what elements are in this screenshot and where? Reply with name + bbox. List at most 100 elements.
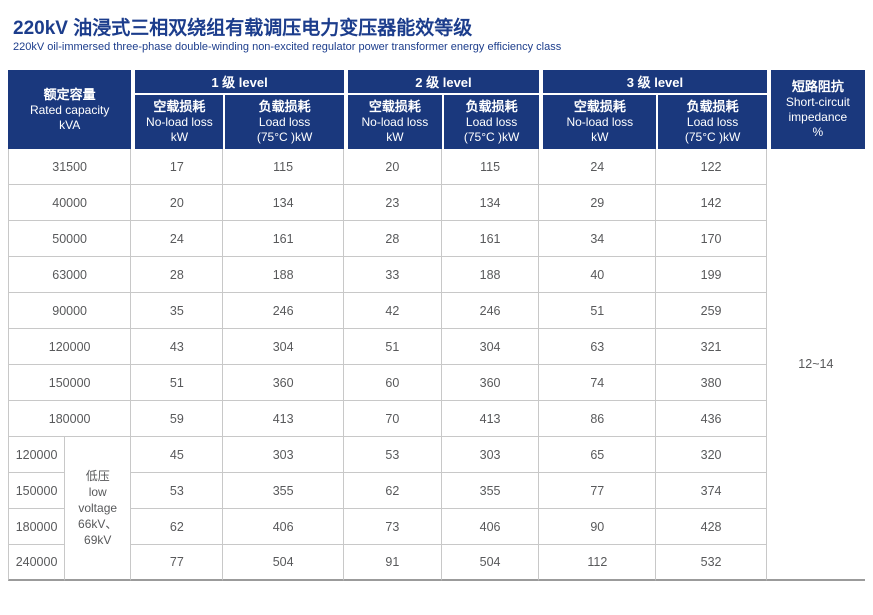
loss-value-cell: 504 bbox=[441, 545, 540, 581]
load-loss-unit: (75°C )kW bbox=[256, 130, 313, 144]
capacity-header: 额定容量 Rated capacity kVA bbox=[8, 70, 132, 149]
capacity-cell: 50000 bbox=[8, 221, 132, 257]
loss-value-cell: 51 bbox=[131, 365, 224, 401]
capacity-header-en: Rated capacity bbox=[29, 102, 110, 117]
efficiency-table: 额定容量 Rated capacity kVA 1 级 level 2 级 le… bbox=[8, 70, 865, 581]
load-loss-zh: 负载损耗 bbox=[686, 99, 739, 114]
table-row: 90000 35 246 42 246 51 259 bbox=[8, 293, 865, 329]
load-loss-en: Load loss bbox=[258, 115, 311, 129]
level-3-no-load-loss-header: 空载损耗 No-load loss kW bbox=[539, 95, 657, 149]
loss-value-cell: 413 bbox=[223, 401, 344, 437]
load-loss-en: Load loss bbox=[465, 115, 518, 129]
capacity-cell: 120000 bbox=[8, 329, 132, 365]
page-subtitle: 220kV oil-immersed three-phase double-wi… bbox=[13, 41, 562, 53]
level-2-group-header: 2 级 level bbox=[343, 70, 540, 95]
loss-value-cell: 115 bbox=[223, 149, 344, 185]
loss-value-cell: 246 bbox=[441, 293, 540, 329]
no-load-loss-en: No-load loss bbox=[361, 115, 429, 129]
level-1-load-loss-header: 负载损耗 Load loss (75°C )kW bbox=[223, 95, 344, 149]
loss-value-cell: 65 bbox=[539, 437, 657, 473]
loss-value-cell: 51 bbox=[539, 293, 657, 329]
no-load-loss-zh: 空载损耗 bbox=[368, 99, 421, 114]
loss-value-cell: 62 bbox=[131, 509, 224, 545]
table-row: 180000 62 406 73 406 90 428 bbox=[8, 509, 865, 545]
capacity-cell: 90000 bbox=[8, 293, 132, 329]
table-row: 120000 低压 low voltage 66kV、 69kV 45 303 53 303 65 3… bbox=[8, 437, 865, 581]
capacity-header-zh: 额定容量 bbox=[43, 86, 96, 102]
loss-value-cell: 17 bbox=[131, 149, 224, 185]
level-1-group-header: 1 级 level bbox=[131, 70, 344, 95]
loss-value-cell: 161 bbox=[441, 221, 540, 257]
no-load-loss-en: No-load loss bbox=[566, 115, 634, 129]
table-row: 31500 17 115 20 115 24 122 12~14 bbox=[8, 149, 865, 581]
capacity-cell: 150000 bbox=[8, 365, 132, 401]
loss-value-cell: 115 bbox=[441, 149, 540, 185]
low-voltage-label-line: 66kV、 bbox=[78, 517, 118, 531]
loss-value-cell: 122 bbox=[656, 149, 767, 185]
loss-value-cell: 504 bbox=[223, 545, 344, 581]
table-row: 150000 53 355 62 355 77 374 bbox=[8, 473, 865, 509]
loss-value-cell: 51 bbox=[343, 329, 442, 365]
loss-value-cell: 188 bbox=[223, 257, 344, 293]
loss-value-cell: 199 bbox=[656, 257, 767, 293]
no-load-loss-zh: 空载损耗 bbox=[573, 99, 626, 114]
loss-value-cell: 304 bbox=[441, 329, 540, 365]
low-voltage-label-line: voltage bbox=[78, 501, 118, 515]
loss-value-cell: 374 bbox=[656, 473, 767, 509]
loss-value-cell: 53 bbox=[131, 473, 224, 509]
page-title: 220kV 油浸式三相双绕组有载调压电力变压器能效等级 bbox=[13, 18, 473, 39]
loss-value-cell: 112 bbox=[539, 545, 657, 581]
loss-value-cell: 406 bbox=[223, 509, 344, 545]
loss-value-cell: 29 bbox=[539, 185, 657, 221]
load-loss-en: Load loss bbox=[686, 115, 739, 129]
loss-value-cell: 24 bbox=[131, 221, 224, 257]
table-row: 180000 59 413 70 413 86 436 bbox=[8, 401, 865, 437]
load-loss-unit: (75°C )kW bbox=[684, 130, 741, 144]
capacity-cell: 63000 bbox=[8, 257, 132, 293]
loss-value-cell: 43 bbox=[131, 329, 224, 365]
low-voltage-label-line: 低压 bbox=[85, 469, 110, 483]
capacity-cell: 150000 bbox=[8, 473, 66, 509]
no-load-loss-zh: 空载损耗 bbox=[153, 99, 206, 114]
loss-value-cell: 321 bbox=[656, 329, 767, 365]
impedance-header-en1: Short-circuit bbox=[785, 95, 850, 109]
loss-value-cell: 142 bbox=[656, 185, 767, 221]
loss-value-cell: 40 bbox=[539, 257, 657, 293]
loss-value-cell: 380 bbox=[656, 365, 767, 401]
loss-value-cell: 33 bbox=[343, 257, 442, 293]
loss-value-cell: 35 bbox=[131, 293, 224, 329]
no-load-loss-unit: kW bbox=[386, 130, 404, 144]
loss-value-cell: 28 bbox=[343, 221, 442, 257]
loss-value-cell: 246 bbox=[223, 293, 344, 329]
level-1-no-load-loss-header: 空载损耗 No-load loss kW bbox=[131, 95, 224, 149]
loss-value-cell: 23 bbox=[343, 185, 442, 221]
no-load-loss-unit: kW bbox=[170, 130, 189, 144]
loss-value-cell: 20 bbox=[131, 185, 224, 221]
loss-value-cell: 303 bbox=[223, 437, 344, 473]
low-voltage-label-cell: 低压 low voltage 66kV、 69kV bbox=[65, 437, 132, 581]
loss-value-cell: 60 bbox=[343, 365, 442, 401]
no-load-loss-unit: kW bbox=[591, 130, 609, 144]
loss-value-cell: 355 bbox=[441, 473, 540, 509]
load-loss-zh: 负载损耗 bbox=[465, 99, 518, 114]
loss-value-cell: 532 bbox=[656, 545, 767, 581]
loss-value-cell: 161 bbox=[223, 221, 344, 257]
capacity-cell: 180000 bbox=[8, 401, 132, 437]
loss-value-cell: 77 bbox=[539, 473, 657, 509]
loss-value-cell: 34 bbox=[539, 221, 657, 257]
capacity-cell: 240000 bbox=[8, 545, 66, 581]
loss-value-cell: 90 bbox=[539, 509, 657, 545]
loss-value-cell: 63 bbox=[539, 329, 657, 365]
table-row: 40000 20 134 23 134 29 142 bbox=[8, 185, 865, 221]
level-2-no-load-loss-header: 空载损耗 No-load loss kW bbox=[343, 95, 442, 149]
header-group-row: 额定容量 Rated capacity kVA 1 级 level 2 级 le… bbox=[8, 70, 865, 149]
capacity-header-unit: kVA bbox=[59, 117, 81, 132]
table-row: 240000 77 504 91 504 112 532 bbox=[8, 545, 865, 581]
table-row: 63000 28 188 33 188 40 199 bbox=[8, 257, 865, 293]
loss-value-cell: 62 bbox=[343, 473, 442, 509]
table-row: 50000 24 161 28 161 34 170 bbox=[8, 221, 865, 257]
level-3-load-loss-header: 负载损耗 Load loss (75°C )kW bbox=[656, 95, 767, 149]
load-loss-unit: (75°C )kW bbox=[463, 130, 520, 144]
loss-value-cell: 77 bbox=[131, 545, 224, 581]
impedance-header-unit: % bbox=[812, 125, 824, 139]
